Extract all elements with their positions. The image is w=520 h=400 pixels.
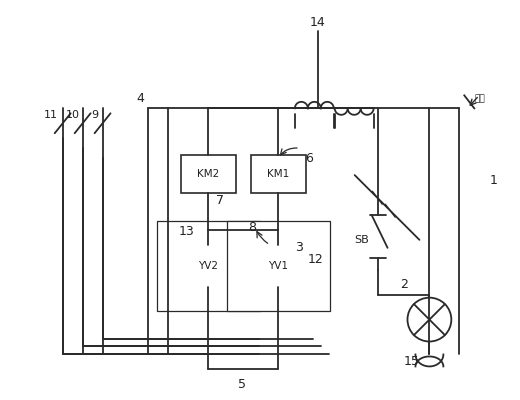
Bar — [251, 155, 306, 193]
Bar — [158, 221, 260, 311]
Text: 9: 9 — [91, 110, 98, 120]
Text: 11: 11 — [44, 110, 58, 120]
Text: 2: 2 — [400, 278, 408, 291]
Text: YV2: YV2 — [198, 261, 218, 271]
Text: 15: 15 — [404, 355, 420, 368]
Text: KM2: KM2 — [197, 169, 219, 179]
Bar — [165, 229, 252, 303]
Text: 12: 12 — [308, 253, 323, 266]
Text: 4: 4 — [136, 92, 145, 105]
Text: YV1: YV1 — [268, 261, 288, 271]
Text: KM1: KM1 — [267, 169, 289, 179]
Text: 6: 6 — [305, 152, 313, 165]
Text: 3: 3 — [295, 241, 303, 254]
Text: SB: SB — [355, 235, 369, 245]
Text: 7: 7 — [216, 194, 224, 206]
Bar — [243, 237, 314, 295]
Text: 13: 13 — [178, 225, 194, 238]
Bar — [181, 155, 236, 193]
Bar — [235, 229, 322, 303]
Bar — [227, 221, 330, 311]
Text: 8: 8 — [248, 222, 256, 234]
Text: 1: 1 — [489, 174, 497, 186]
Text: 10: 10 — [66, 110, 80, 120]
Bar — [181, 245, 236, 287]
Bar — [173, 237, 244, 295]
Text: 5: 5 — [238, 378, 246, 391]
Text: 输入: 输入 — [474, 94, 485, 103]
Bar — [251, 245, 306, 287]
Text: 14: 14 — [310, 16, 326, 29]
